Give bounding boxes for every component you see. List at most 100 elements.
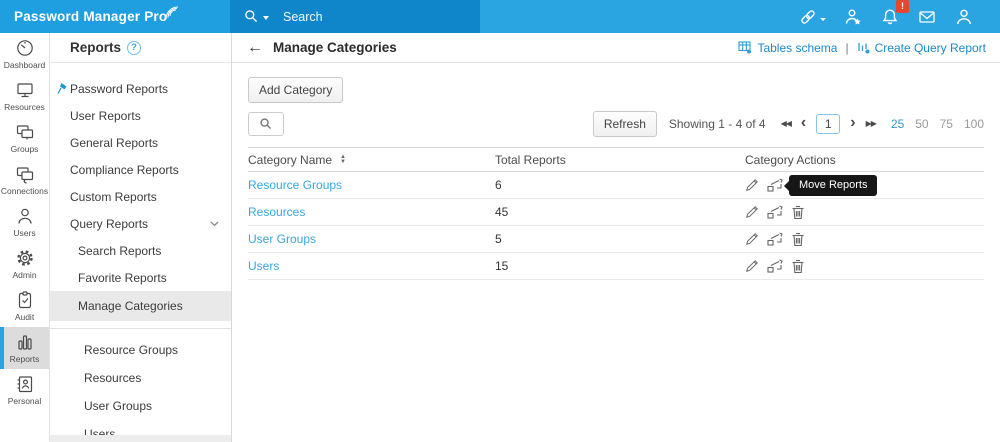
first-page-button[interactable]: ◀◀ — [780, 119, 792, 128]
sidebar-item-groups[interactable]: Groups — [0, 117, 49, 159]
topbar-icon-group: ! — [798, 0, 1000, 33]
sidebar-item-custom-reports[interactable]: Custom Reports — [70, 189, 157, 204]
sidebar-item-query-reports[interactable]: Query Reports — [50, 210, 231, 237]
move-reports-button[interactable] — [767, 178, 783, 192]
category-link[interactable]: Resources — [248, 205, 306, 219]
notifications-button[interactable]: ! — [880, 0, 909, 27]
page-size-25[interactable]: 25 — [890, 117, 905, 131]
sidebar-item-audit[interactable]: Audit — [0, 285, 49, 327]
reports-barchart-icon — [17, 335, 32, 350]
category-link[interactable]: Resource Groups — [248, 178, 343, 192]
showing-count: Showing 1 - 4 of 4 — [668, 117, 766, 131]
delete-button[interactable] — [791, 259, 805, 274]
sidebar-item-resources[interactable]: Resources — [0, 75, 49, 117]
prev-page-button[interactable]: ‹ — [800, 113, 807, 131]
sidebar-item-resource-groups-report[interactable]: Resource Groups — [84, 343, 179, 357]
table-header-row: Category Name ▲ ▼ Total Reports Category … — [248, 148, 984, 172]
table-search-icon — [260, 118, 272, 130]
create-query-report-link[interactable]: Create Query Report — [857, 41, 986, 55]
category-actions-cell — [745, 253, 984, 279]
toolbar: Add Category Refresh Showing 1 - 4 of 4 … — [232, 63, 1000, 137]
page-size-100[interactable]: 100 — [963, 117, 984, 131]
edit-button[interactable] — [745, 232, 759, 246]
category-link[interactable]: User Groups — [248, 232, 317, 246]
add-category-button[interactable]: Add Category — [248, 77, 344, 103]
move-reports-tooltip: Move Reports — [789, 175, 878, 196]
move-reports-icon — [767, 232, 783, 246]
move-reports-icon — [767, 205, 783, 219]
delete-button[interactable] — [791, 232, 805, 247]
delete-button[interactable] — [791, 205, 805, 220]
query-report-icon — [857, 43, 870, 54]
sidebar-item-users[interactable]: Users — [0, 201, 49, 243]
logo-area[interactable]: Password Manager Pro — [0, 0, 230, 33]
sidebar-item-search-reports[interactable]: Search Reports — [78, 243, 162, 258]
notification-badge: ! — [896, 0, 909, 13]
sidebar-item-password-reports[interactable]: Password Reports — [50, 75, 231, 102]
help-icon[interactable]: ? — [127, 40, 142, 55]
bell-icon — [882, 8, 898, 24]
tables-schema-link[interactable]: Tables schema — [738, 41, 837, 55]
user-icon — [957, 9, 971, 24]
sidebar-item-connections[interactable]: Connections — [0, 159, 49, 201]
pagination: Refresh Showing 1 - 4 of 4 ◀◀ ‹ 1 › ▶▶ 2… — [592, 111, 984, 137]
back-arrow-icon[interactable]: ← — [247, 38, 263, 56]
dashboard-icon — [16, 40, 33, 56]
refresh-button[interactable]: Refresh — [592, 111, 657, 137]
edit-button[interactable] — [745, 178, 759, 192]
sidebar-item-admin[interactable]: Admin — [0, 243, 49, 285]
sidebar-item-reports[interactable]: Reports — [0, 327, 49, 369]
reports-panel-header: Reports ? — [50, 33, 231, 63]
sort-icon[interactable]: ▲ ▼ — [340, 154, 346, 165]
category-actions-cell — [745, 199, 984, 225]
sidebar-item-user-groups-report[interactable]: User Groups — [84, 399, 153, 413]
global-search-bar[interactable] — [230, 0, 480, 33]
favorites-user-button[interactable] — [843, 7, 863, 27]
logo-swoosh-icon — [165, 6, 179, 19]
table-schema-icon — [738, 41, 752, 54]
edit-button[interactable] — [745, 205, 759, 219]
sidebar-item-favorite-reports[interactable]: Favorite Reports — [78, 270, 167, 285]
last-page-button[interactable]: ▶▶ — [865, 119, 877, 128]
current-page-input[interactable]: 1 — [816, 114, 841, 134]
sidebar-item-resources-report[interactable]: Resources — [84, 371, 142, 385]
table-row: Resource Groups 6 — [248, 172, 984, 199]
search-scope-caret-icon[interactable] — [263, 15, 269, 20]
table-row: Resources 45 — [248, 199, 984, 226]
messages-button[interactable] — [917, 7, 937, 27]
resources-icon — [16, 83, 33, 98]
page-size-75[interactable]: 75 — [939, 117, 953, 131]
next-page-button[interactable]: › — [850, 113, 856, 131]
link-icon — [801, 9, 815, 24]
profile-button[interactable] — [954, 7, 974, 27]
sidebar-item-manage-categories[interactable]: Manage Categories — [50, 291, 231, 321]
trash-icon — [792, 205, 804, 219]
main-content: ← Manage Categories Tables schema | Crea… — [232, 33, 1000, 442]
search-input[interactable] — [283, 9, 453, 24]
page-size-50[interactable]: 50 — [915, 117, 929, 131]
reports-panel-list: Password Reports User Reports General Re… — [50, 63, 231, 442]
quick-connect-button[interactable] — [798, 7, 826, 27]
left-nav-rail: Dashboard Resources Groups Connections U… — [0, 33, 50, 442]
panel-bottom-strip — [50, 435, 231, 442]
move-reports-button[interactable] — [767, 205, 783, 219]
category-actions-cell: Move Reports — [745, 172, 984, 198]
panel-divider — [50, 328, 231, 329]
move-reports-button[interactable] — [767, 232, 783, 246]
column-total-reports: Total Reports — [495, 152, 566, 167]
category-link[interactable]: Users — [248, 259, 280, 273]
sidebar-item-personal[interactable]: Personal — [0, 369, 49, 411]
move-reports-button[interactable] — [767, 259, 783, 273]
user-star-icon — [845, 9, 861, 24]
pencil-icon — [746, 206, 758, 218]
sidebar-item-compliance-reports[interactable]: Compliance Reports — [70, 162, 179, 177]
table-search-button[interactable] — [248, 112, 284, 136]
sidebar-item-dashboard[interactable]: Dashboard — [0, 33, 49, 75]
edit-button[interactable] — [745, 259, 759, 273]
sidebar-item-general-reports[interactable]: General Reports — [70, 135, 159, 150]
audit-clipboard-icon — [18, 291, 31, 309]
reports-sidebar-panel: Reports ? Password Reports User Reports … — [50, 33, 232, 442]
sidebar-item-user-reports[interactable]: User Reports — [70, 108, 141, 123]
search-icon — [245, 10, 258, 23]
